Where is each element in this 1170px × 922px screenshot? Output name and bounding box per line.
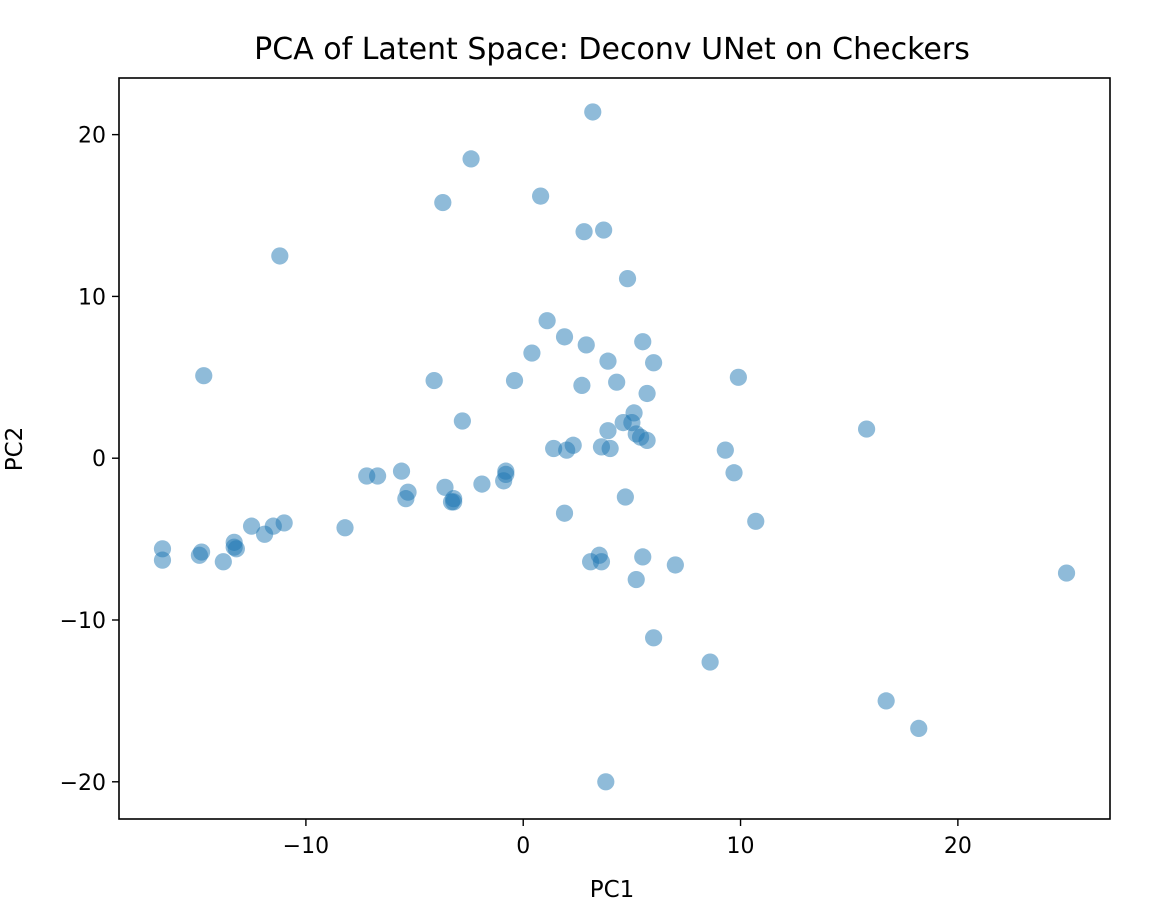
data-point	[153, 551, 172, 569]
data-point	[701, 653, 719, 671]
points-layer	[153, 103, 1076, 791]
x-tick-label: 10	[727, 834, 755, 859]
data-point	[645, 354, 663, 372]
y-tick-label: 10	[78, 285, 106, 310]
chart-title: PCA of Latent Space: Deconv UNet on Chec…	[254, 32, 970, 67]
data-point	[627, 570, 645, 589]
y-tick-label: 20	[78, 124, 106, 149]
data-point	[538, 312, 556, 330]
data-point	[608, 373, 626, 391]
data-point	[1057, 564, 1076, 582]
data-point	[214, 553, 232, 571]
data-point	[369, 467, 387, 485]
data-point	[638, 384, 656, 403]
data-point	[725, 464, 743, 482]
data-point	[256, 525, 274, 543]
data-point	[242, 517, 261, 535]
data-point	[638, 431, 656, 450]
data-point	[462, 150, 480, 168]
x-axis-label: PC1	[590, 877, 635, 903]
y-tick-label: −10	[60, 609, 106, 634]
data-point	[910, 719, 928, 737]
data-point	[445, 493, 463, 511]
data-point	[555, 328, 574, 346]
x-axis-ticks: −10 0 10 20	[283, 819, 972, 859]
data-point	[495, 472, 513, 490]
x-tick-label: 20	[944, 834, 972, 859]
data-point	[545, 439, 563, 458]
data-point	[634, 333, 652, 351]
data-point	[716, 441, 734, 459]
data-point	[190, 546, 209, 564]
data-point	[618, 270, 637, 288]
x-tick-label: −10	[283, 834, 329, 859]
data-point	[747, 512, 765, 530]
data-point	[573, 376, 591, 395]
data-point	[532, 187, 550, 205]
data-point	[729, 368, 747, 386]
y-tick-label: −20	[60, 771, 106, 796]
data-point	[645, 629, 663, 647]
plot-frame	[118, 77, 1111, 820]
data-point	[601, 439, 619, 458]
data-point	[857, 420, 876, 438]
data-point	[271, 247, 289, 265]
data-point	[599, 352, 617, 370]
data-point	[599, 422, 617, 440]
data-point	[616, 488, 634, 506]
data-point	[397, 490, 415, 508]
data-point	[505, 371, 524, 390]
data-point	[453, 412, 471, 430]
data-point	[555, 504, 574, 522]
data-point	[195, 367, 213, 385]
data-point	[425, 371, 443, 390]
x-tick-label: 0	[516, 834, 530, 859]
data-point	[595, 221, 613, 239]
y-tick-label: 0	[92, 447, 106, 472]
data-point	[597, 773, 615, 791]
data-point	[392, 462, 411, 480]
data-point	[584, 103, 602, 121]
data-point	[666, 556, 684, 574]
data-point	[592, 553, 611, 571]
data-point	[473, 475, 491, 493]
data-point	[523, 344, 541, 362]
y-axis-ticks: −20 −10 0 10 20	[60, 124, 119, 796]
data-point	[575, 223, 593, 241]
data-point	[877, 692, 895, 710]
y-axis-label: PC2	[2, 427, 28, 472]
data-point	[577, 336, 595, 354]
data-point	[434, 193, 452, 212]
data-point	[336, 519, 354, 537]
data-point	[558, 441, 576, 459]
data-point	[634, 548, 652, 566]
data-point	[227, 540, 245, 558]
